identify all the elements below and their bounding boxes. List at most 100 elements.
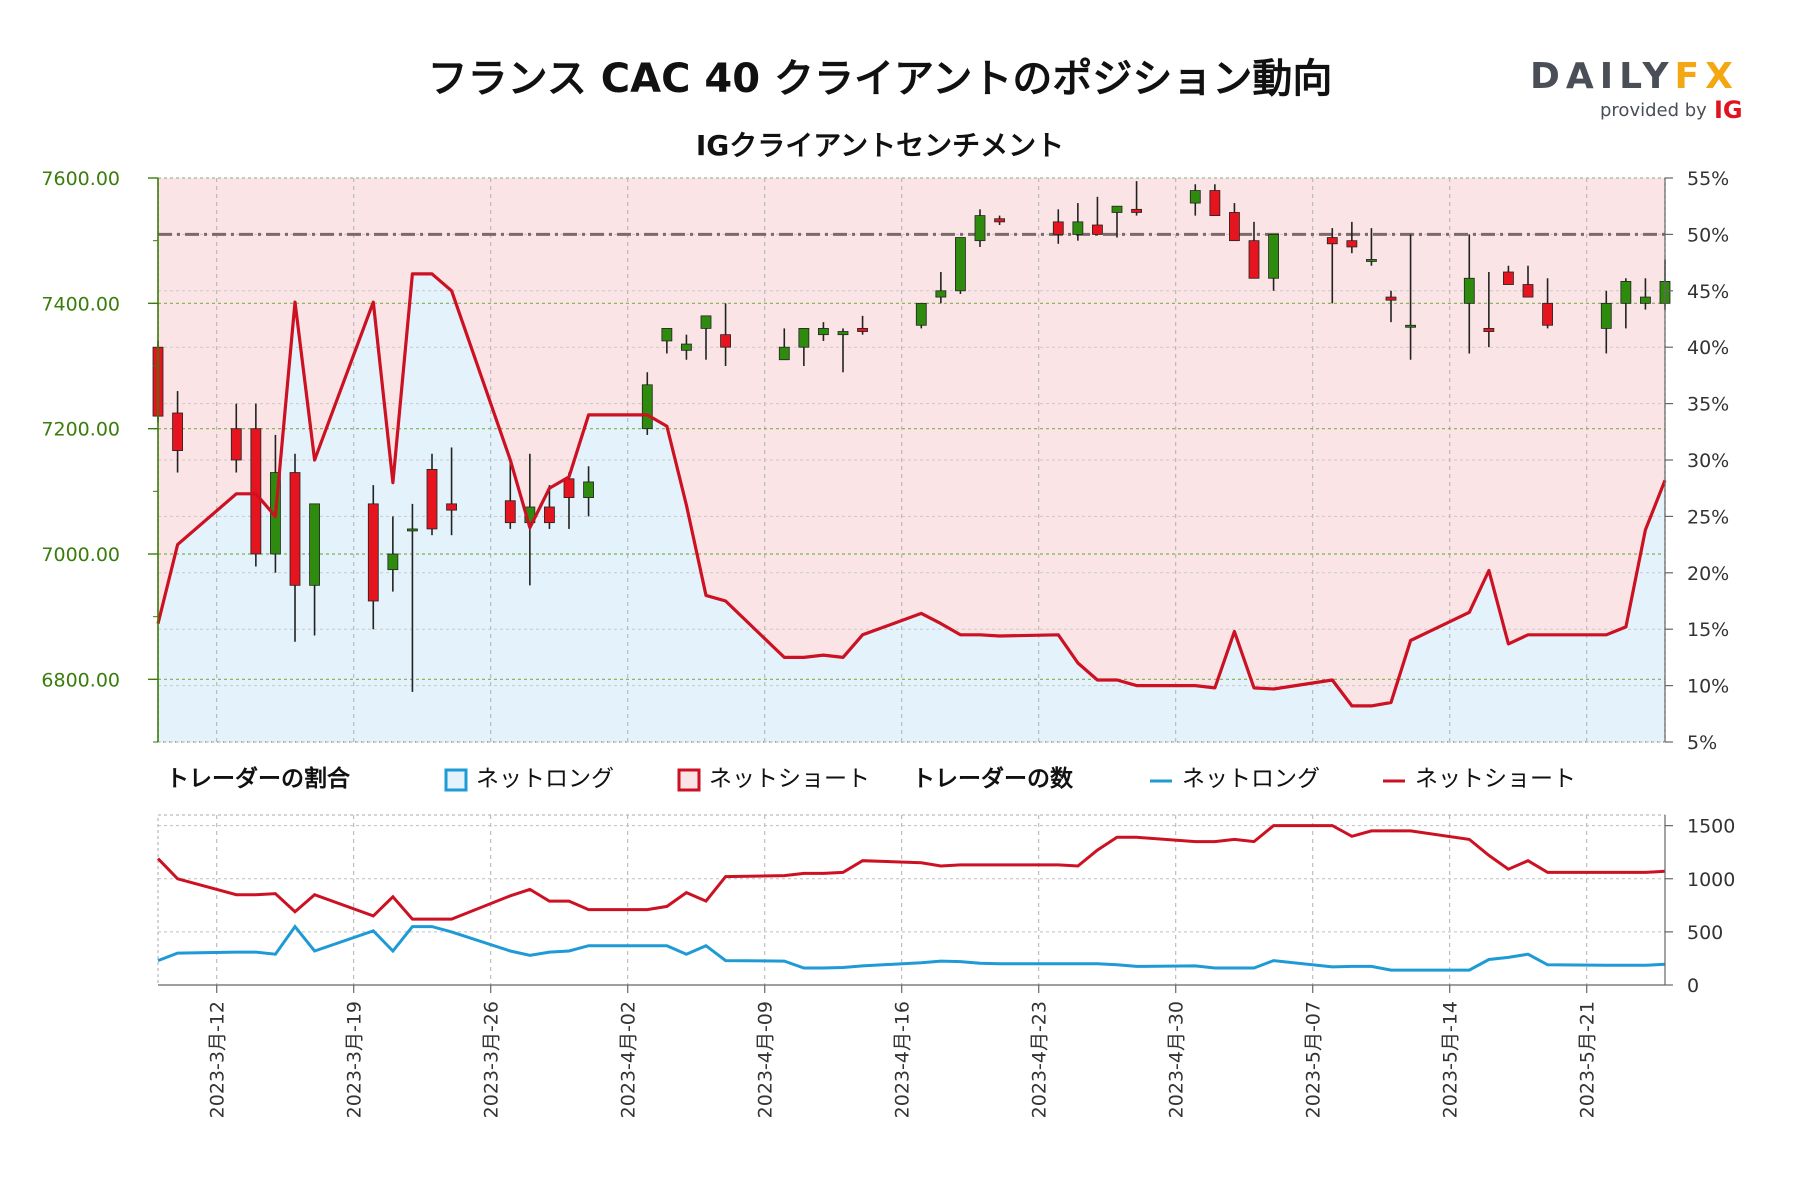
date-tick-label: 2023-4月-30 (1166, 1001, 1188, 1118)
candle-body (387, 553, 399, 571)
percent-tick-label: 20% (1687, 563, 1729, 585)
legend-count-long-label: ネットロング (1182, 766, 1320, 792)
candle-body (661, 327, 673, 342)
percent-tick-label: 35% (1687, 394, 1729, 416)
candle-body (446, 503, 457, 511)
candle-body (974, 215, 986, 242)
chart-subtitle: IGクライアントセンチメント (696, 129, 1064, 162)
candle-body (309, 503, 320, 586)
candle-body (935, 290, 947, 298)
candle-body (1620, 280, 1632, 304)
candle-body (504, 500, 516, 524)
candle-body (1483, 327, 1495, 332)
candle-body (1405, 324, 1416, 328)
price-sentiment-panel: 7600.00 7400.00 7200.00 7000.00 6800.00 55% 5… (41, 168, 1729, 754)
candle-body (1229, 212, 1240, 242)
candle-body (1072, 221, 1084, 235)
candle-body (1052, 221, 1064, 235)
percent-tick-label: 40% (1687, 337, 1729, 359)
count-tick-label: 1500 (1687, 816, 1735, 838)
candle-body (230, 428, 242, 461)
candle-body (681, 343, 692, 351)
candle-body (1131, 208, 1142, 213)
date-tick-label: 2023-4月-16 (892, 1001, 914, 1118)
candle-body (857, 327, 868, 332)
candle-body (1111, 205, 1123, 213)
candle-body (955, 237, 966, 292)
candle-body (1503, 271, 1514, 285)
percent-tick-label: 50% (1687, 224, 1729, 246)
candle-body (994, 218, 1005, 223)
candle-body (563, 478, 575, 498)
date-tick-label: 2023-4月-23 (1029, 1001, 1051, 1118)
percent-tick-label: 25% (1687, 506, 1729, 528)
candle-body (1463, 277, 1475, 304)
date-tick-label: 2023-3月-12 (207, 1001, 229, 1118)
candle-body (700, 315, 712, 329)
logo-ig: IG (1714, 96, 1743, 124)
date-tick-label: 2023-5月-14 (1440, 1001, 1462, 1118)
logo-provided: provided by (1600, 100, 1707, 121)
percent-tick-label: 55% (1687, 168, 1729, 190)
candle-body (778, 346, 790, 361)
candle-body (172, 412, 183, 451)
legend-count-short-label: ネットショート (1415, 766, 1576, 792)
logo-brand-accent: FX (1675, 56, 1739, 97)
percent-axis: 55% 50% 45% 40% 35% 30% 25% 20% 15% 10% 5% (1664, 168, 1729, 754)
legend: トレーダーの割合 ネットロング ネットショート トレーダーの数 ネットロング ネ… (166, 765, 1576, 792)
count-axis: 1500 1000 500 0 (1664, 815, 1735, 997)
candle-body (407, 528, 418, 532)
candle-body (1385, 296, 1397, 301)
candle-body (1248, 240, 1260, 279)
legend-ratio-long-label: ネットロング (476, 766, 614, 792)
percent-tick-label: 30% (1687, 450, 1729, 472)
date-tick-label: 2023-3月-19 (344, 1001, 366, 1118)
legend-count-heading: トレーダーの数 (912, 765, 1074, 792)
price-tick-label: 7400.00 (41, 293, 120, 315)
candle-body (1209, 190, 1221, 217)
legend-ratio-long-swatch (444, 768, 468, 792)
candle-body (798, 327, 810, 348)
price-axis: 7600.00 7400.00 7200.00 7000.00 6800.00 (41, 168, 159, 743)
candle-body (1640, 296, 1651, 304)
count-tick-label: 1000 (1687, 869, 1735, 891)
candle-body (818, 327, 829, 336)
bottom-grid (157, 814, 1666, 986)
dailyfx-logo: DAILYFX provided by IG (1530, 56, 1743, 124)
net-long-area (158, 273, 1665, 742)
candle-body (367, 503, 379, 602)
candle-body (583, 481, 594, 498)
candle-body (1268, 233, 1279, 279)
candle-body (1600, 302, 1612, 329)
candle-body (250, 428, 262, 555)
count-tick-label: 500 (1687, 922, 1723, 944)
candle-body (1092, 224, 1103, 235)
candle-body (544, 506, 555, 524)
svg-text:DAILYFX: DAILYFX (1530, 56, 1739, 97)
count-tick-label: 0 (1687, 975, 1699, 997)
candle-body (720, 334, 731, 348)
price-tick-label: 7600.00 (41, 168, 120, 190)
date-tick-label: 2023-5月-07 (1303, 1001, 1325, 1118)
net-short-count-line (156, 824, 1666, 921)
price-tick-label: 7000.00 (41, 544, 120, 566)
candle-body (1346, 240, 1358, 248)
date-tick-label: 2023-4月-02 (618, 1001, 640, 1118)
price-tick-label: 6800.00 (41, 669, 120, 691)
date-axis: 2023-3月-12 2023-3月-19 2023-3月-26 2023-4月-02… (158, 984, 1665, 1118)
candle-body (1366, 259, 1377, 262)
sentiment-line (156, 272, 1667, 708)
candle-body (837, 331, 849, 336)
candle-body (289, 472, 301, 586)
date-tick-label: 2023-5月-21 (1577, 1001, 1599, 1118)
legend-ratio-heading: トレーダーの割合 (166, 765, 351, 792)
candle-body (915, 302, 927, 326)
candle-body (1326, 237, 1338, 245)
logo-brand: DAILY (1530, 56, 1675, 97)
legend-ratio-short-label: ネットショート (709, 766, 870, 792)
candle-body (1522, 284, 1534, 298)
price-tick-label: 7200.00 (41, 419, 120, 441)
candle-body (1542, 302, 1553, 326)
